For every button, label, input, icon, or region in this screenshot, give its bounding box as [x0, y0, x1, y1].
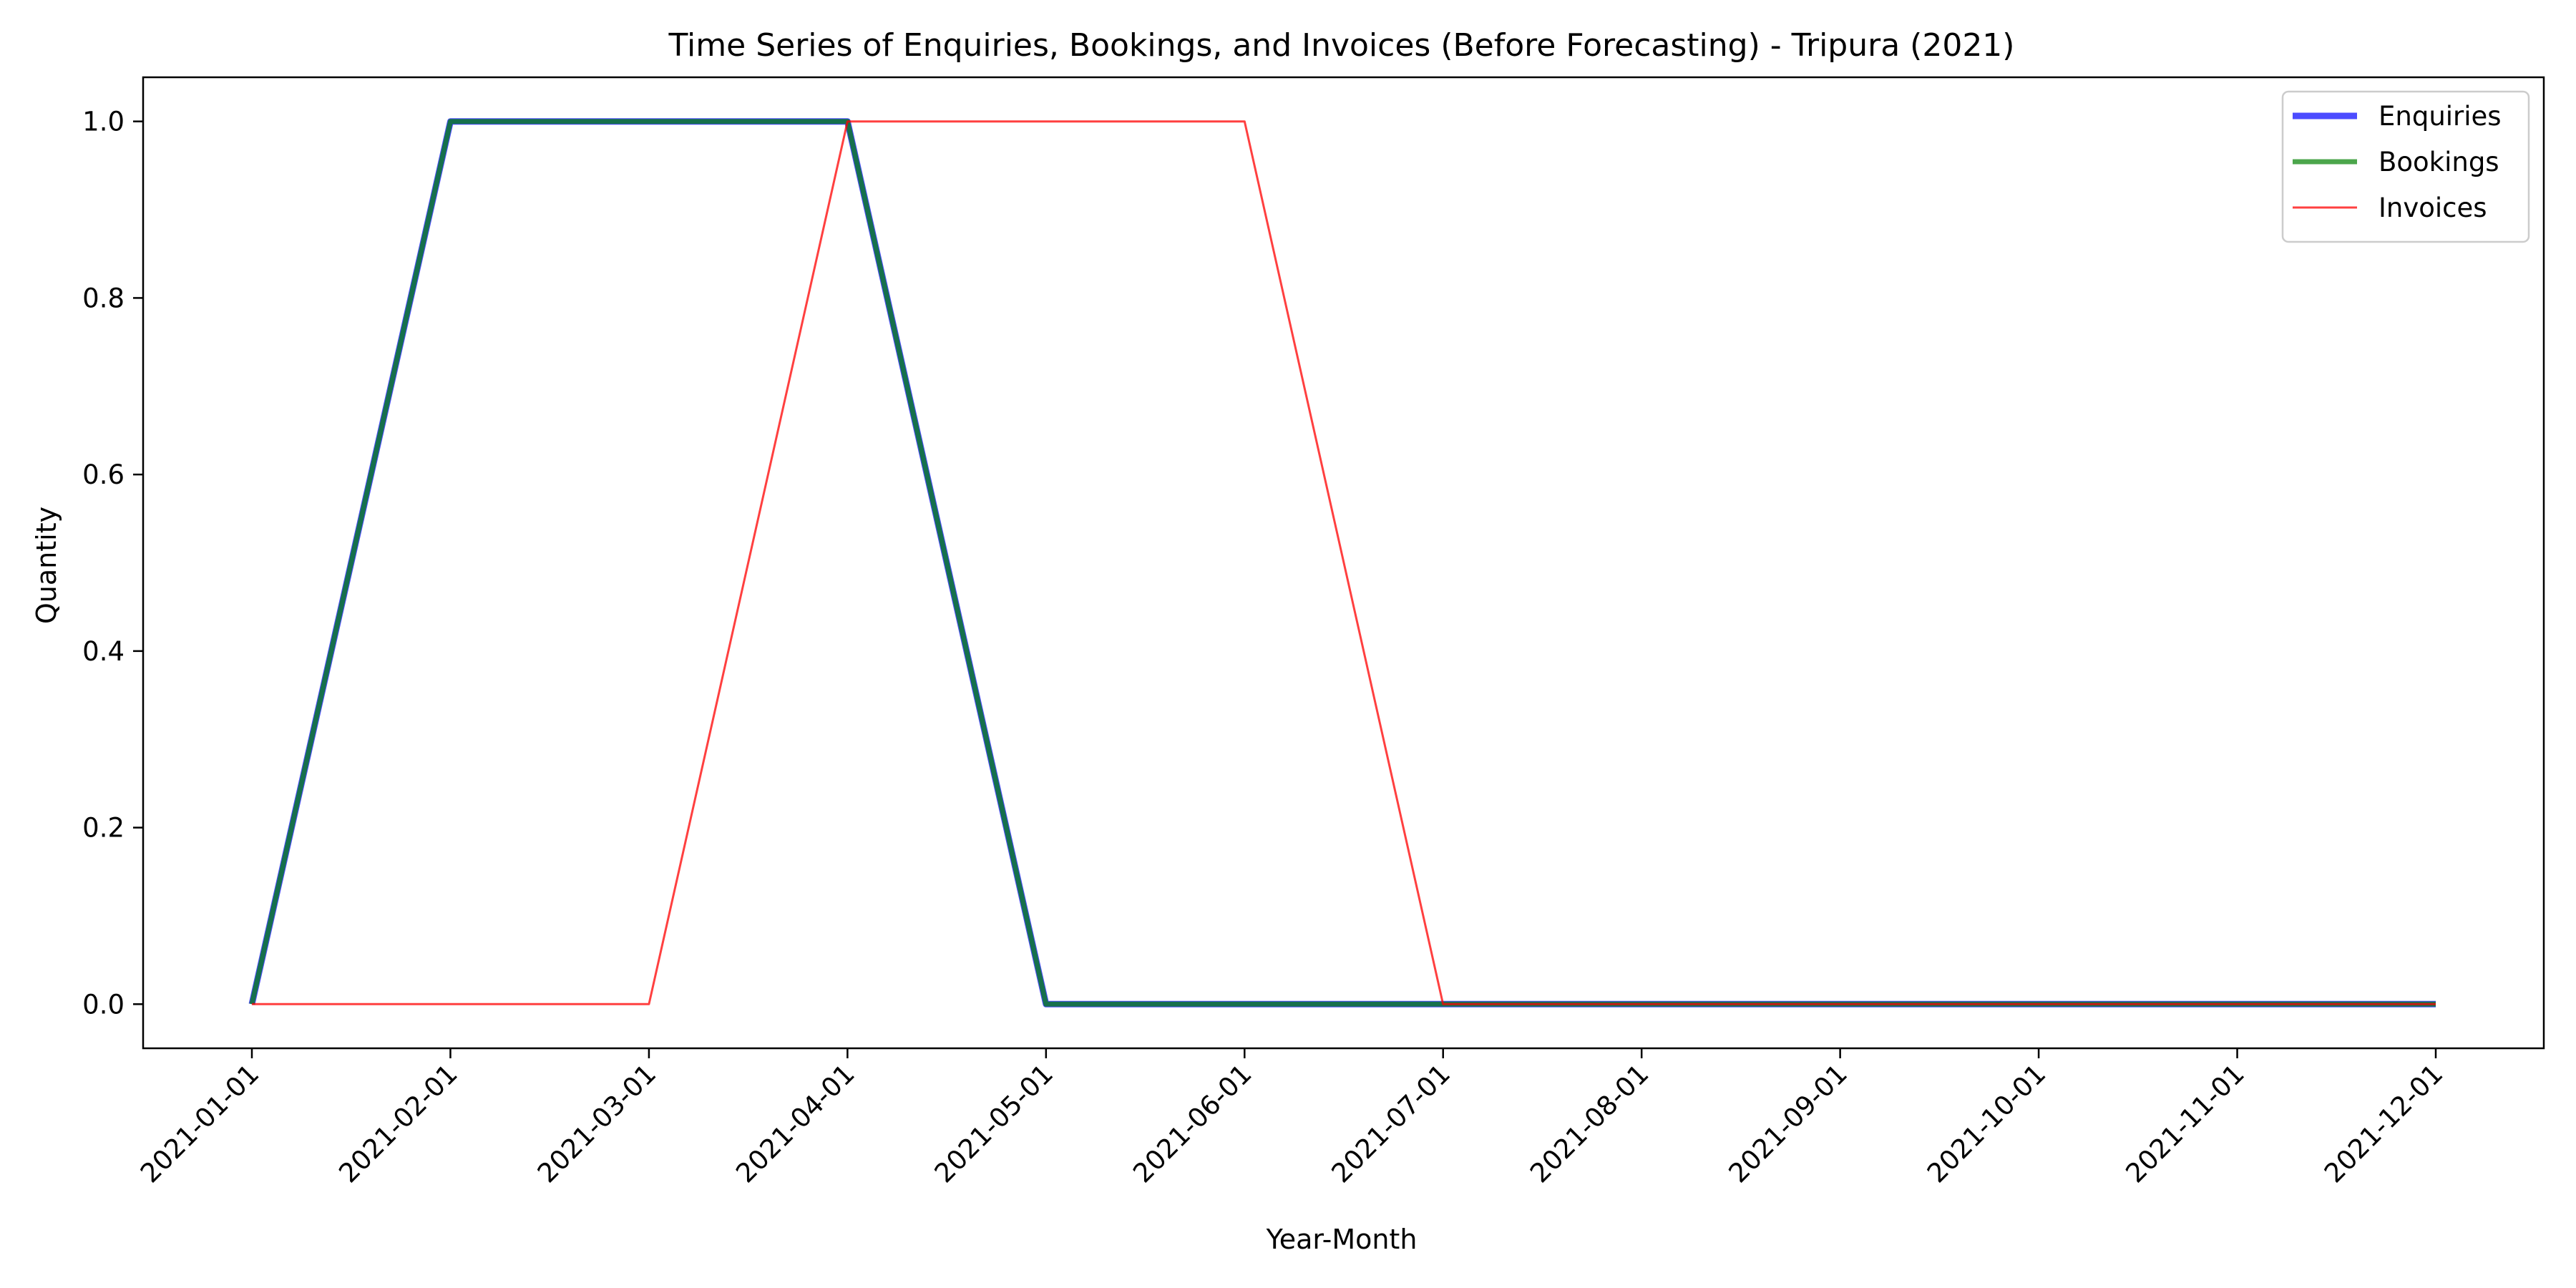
data-point-invoices [648, 1004, 649, 1005]
y-axis-label: Quantity [31, 507, 62, 624]
y-tick-label: 0.2 [82, 813, 125, 844]
axes-frame [142, 76, 2545, 1050]
data-point-invoices [1045, 121, 1046, 122]
data-point-invoices [1641, 1004, 1642, 1005]
chart-title: Time Series of Enquiries, Bookings, and … [668, 27, 2015, 64]
y-tick-label: 0.6 [82, 459, 125, 490]
data-point-bookings [1244, 1004, 1245, 1005]
y-tick-label: 0.8 [82, 283, 125, 313]
y-tick-label: 1.0 [82, 107, 125, 137]
data-point-invoices [450, 1004, 451, 1005]
data-point-invoices [252, 1004, 253, 1005]
legend: Enquiries Bookings Invoices [2281, 90, 2530, 243]
legend-label-invoices: Invoices [2379, 192, 2487, 223]
data-point-invoices [847, 121, 848, 122]
data-point-invoices [2237, 1004, 2238, 1005]
data-point-bookings [450, 121, 451, 122]
legend-label-bookings: Bookings [2379, 147, 2499, 177]
x-axis-label: Year-Month [1266, 1224, 1418, 1255]
data-point-invoices [1244, 121, 1245, 122]
data-point-bookings [1045, 1004, 1046, 1005]
data-point-bookings [648, 121, 649, 122]
legend-label-enquiries: Enquiries [2379, 101, 2502, 132]
series-line-invoices [252, 120, 2436, 1005]
y-tick-label: 0.4 [82, 636, 125, 667]
legend-box [2281, 90, 2530, 243]
y-tick-label: 0.0 [82, 989, 125, 1020]
